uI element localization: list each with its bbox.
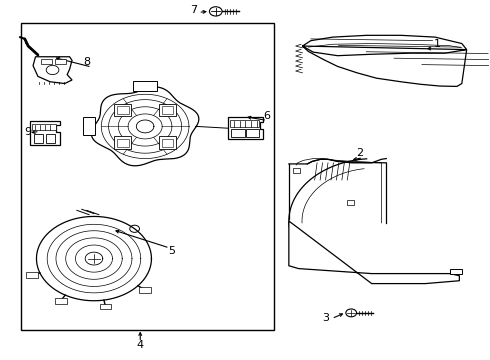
Polygon shape (450, 269, 462, 274)
Bar (231, 129, 245, 137)
Text: 1: 1 (434, 39, 441, 49)
Bar (114, 104, 131, 116)
Bar (230, 120, 259, 127)
Bar (159, 104, 176, 116)
Bar (347, 200, 354, 205)
Bar (114, 136, 131, 149)
Text: 6: 6 (264, 111, 270, 121)
Text: 4: 4 (137, 340, 144, 350)
Polygon shape (289, 221, 460, 284)
Bar (41, 59, 52, 64)
Polygon shape (30, 121, 60, 145)
Text: 9: 9 (24, 127, 32, 137)
Bar (246, 129, 259, 137)
Bar (31, 123, 56, 130)
Text: 7: 7 (190, 5, 197, 15)
Bar (55, 59, 66, 64)
Bar (159, 136, 176, 149)
Bar (117, 106, 128, 114)
Bar (33, 134, 43, 143)
Bar (133, 81, 157, 91)
Bar (162, 106, 173, 114)
Polygon shape (302, 35, 466, 86)
Bar (21, 23, 274, 330)
Bar (117, 139, 128, 147)
Bar (99, 303, 111, 309)
Bar (26, 273, 38, 278)
Text: 5: 5 (169, 247, 175, 256)
Polygon shape (33, 57, 72, 84)
Bar (139, 287, 150, 293)
Text: 8: 8 (83, 57, 90, 67)
Text: 2: 2 (356, 148, 363, 158)
Text: 3: 3 (322, 312, 329, 323)
Bar (46, 134, 55, 143)
Polygon shape (228, 117, 263, 139)
Bar (83, 117, 96, 135)
Bar (55, 298, 67, 303)
Bar (162, 139, 173, 147)
Bar (293, 168, 299, 173)
